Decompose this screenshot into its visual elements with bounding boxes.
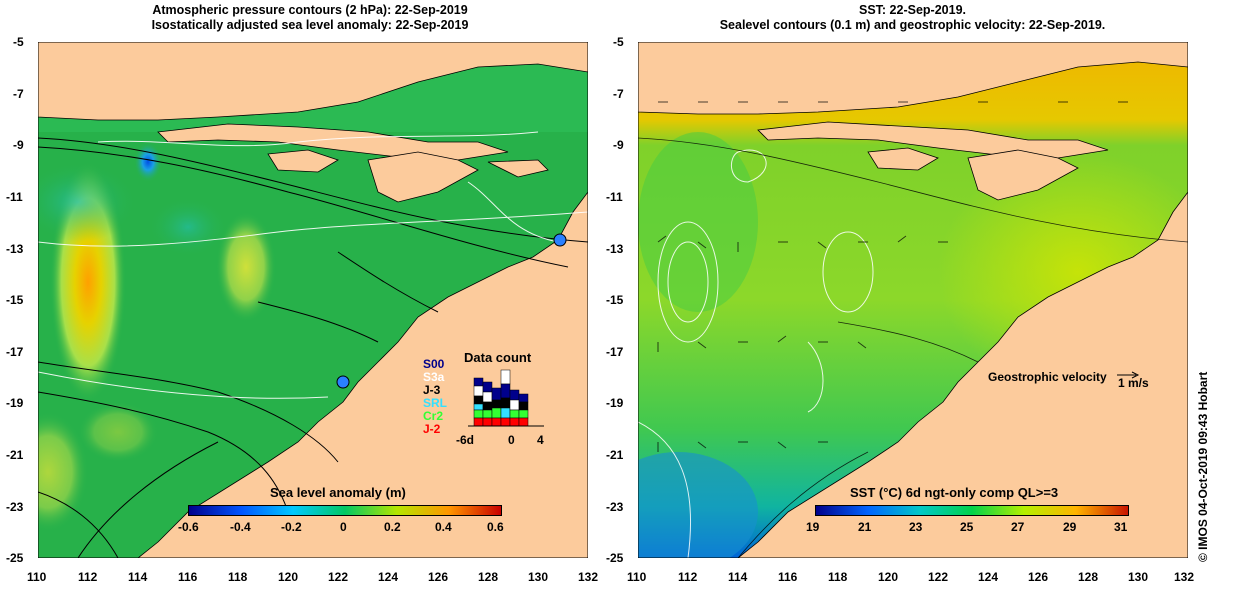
- right-y-tick-5: -13: [606, 242, 624, 256]
- velocity-arrows: [657, 101, 1128, 452]
- right-x-tick-9: 126: [1028, 570, 1049, 584]
- sla-colorbar-title: Sea level anomaly (m): [270, 485, 406, 500]
- data-count-title: Data count: [464, 350, 532, 365]
- pressure-contours: [38, 137, 588, 558]
- right-y-tick-6: -15: [606, 293, 624, 307]
- credit-text: © IMOS 04-Oct-2019 09:43 Hobart: [1196, 371, 1210, 562]
- sst-tick-1: 19: [806, 520, 820, 534]
- right-y-tick-10: -23: [606, 500, 624, 514]
- right-y-tick-3: -9: [613, 138, 624, 152]
- right-x-tick-12: 132: [1174, 570, 1195, 584]
- right-x-tick-1: 110: [627, 570, 647, 584]
- left-y-tick-11: -25: [6, 551, 24, 565]
- left-y-tick-7: -17: [6, 345, 24, 359]
- left-y-tick-6: -15: [6, 293, 24, 307]
- left-panel-title: Atmospheric pressure contours (2 hPa): 2…: [60, 3, 560, 33]
- anomaly-contours: [38, 131, 588, 399]
- left-x-tick-5: 118: [228, 570, 248, 584]
- sst-tick-7: 31: [1114, 520, 1128, 534]
- right-y-tick-9: -21: [606, 448, 624, 462]
- left-y-tick-9: -21: [6, 448, 24, 462]
- sst-tick-3: 23: [909, 520, 923, 534]
- right-title-line1: SST: 22-Sep-2019.: [859, 3, 966, 17]
- data-count-legend-s3a: S3a: [423, 370, 445, 384]
- left-x-tick-9: 126: [428, 570, 449, 584]
- data-count-legend-j3: J-3: [423, 383, 441, 397]
- left-y-tick-8: -19: [6, 396, 24, 410]
- data-count-axis-4: 4: [537, 433, 544, 447]
- sla-tick-2: -0.4: [230, 520, 251, 534]
- data-count-axis-neg6: -6d: [456, 433, 474, 447]
- left-y-tick-5: -13: [6, 242, 24, 256]
- sla-tick-1: -0.6: [178, 520, 199, 534]
- right-x-tick-8: 124: [978, 570, 999, 584]
- sea-level-anomaly-map: [38, 42, 588, 558]
- right-x-tick-3: 114: [728, 570, 748, 584]
- sla-tick-5: 0.2: [384, 520, 401, 534]
- data-count-bars: [473, 369, 529, 427]
- data-count-inset: [468, 369, 544, 427]
- left-x-tick-6: 120: [278, 570, 299, 584]
- left-x-tick-12: 132: [578, 570, 599, 584]
- velocity-scale: 1 m/s: [1118, 376, 1149, 390]
- left-x-tick-8: 124: [378, 570, 399, 584]
- right-x-tick-11: 130: [1128, 570, 1149, 584]
- left-x-tick-7: 122: [328, 570, 349, 584]
- data-count-legend-s00: S00: [423, 357, 445, 371]
- velocity-label: Geostrophic velocity: [988, 370, 1107, 384]
- sst-tick-2: 21: [858, 520, 872, 534]
- velocity-scale-arrow: [1117, 371, 1140, 379]
- left-x-tick-1: 110: [27, 570, 47, 584]
- right-y-tick-8: -19: [606, 396, 624, 410]
- data-count-legend-srl: SRL: [423, 396, 447, 410]
- right-panel-title: SST: 22-Sep-2019. Sealevel contours (0.1…: [640, 3, 1185, 33]
- land-masses: [38, 42, 588, 558]
- right-x-tick-2: 112: [678, 570, 698, 584]
- sst-tick-5: 27: [1011, 520, 1025, 534]
- data-count-axis-0: 0: [508, 433, 515, 447]
- right-y-tick-7: -17: [606, 345, 624, 359]
- left-y-tick-2: -7: [13, 87, 24, 101]
- sla-tick-4: 0: [340, 520, 347, 534]
- right-x-tick-6: 120: [878, 570, 899, 584]
- sla-tick-6: 0.4: [435, 520, 452, 534]
- left-x-tick-2: 112: [78, 570, 98, 584]
- sla-tick-3: -0.2: [281, 520, 302, 534]
- left-y-tick-10: -23: [6, 500, 24, 514]
- sst-colorbar: [815, 505, 1129, 516]
- sst-map: [638, 42, 1188, 558]
- right-y-tick-1: -5: [613, 35, 624, 49]
- right-x-tick-5: 118: [828, 570, 848, 584]
- right-y-tick-2: -7: [613, 87, 624, 101]
- left-x-tick-11: 130: [528, 570, 549, 584]
- right-x-tick-7: 122: [928, 570, 949, 584]
- left-x-tick-3: 114: [128, 570, 148, 584]
- sst-tick-6: 29: [1063, 520, 1077, 534]
- left-y-tick-4: -11: [6, 190, 23, 204]
- right-y-tick-11: -25: [606, 551, 624, 565]
- left-x-tick-4: 116: [178, 570, 198, 584]
- data-count-legend-j2: J-2: [423, 422, 441, 436]
- sla-tick-7: 0.6: [487, 520, 504, 534]
- left-y-tick-1: -5: [13, 35, 24, 49]
- left-title-line1: Atmospheric pressure contours (2 hPa): 2…: [152, 3, 468, 17]
- sealevel-contours: [638, 149, 874, 558]
- left-x-tick-10: 128: [478, 570, 499, 584]
- right-x-tick-4: 116: [778, 570, 798, 584]
- sst-land-masses: [638, 42, 1188, 558]
- left-y-tick-3: -9: [13, 138, 24, 152]
- bathymetry-contours: [638, 137, 1188, 558]
- left-title-line2: Isostatically adjusted sea level anomaly…: [151, 18, 469, 32]
- right-title-line2: Sealevel contours (0.1 m) and geostrophi…: [719, 18, 1106, 32]
- data-count-legend-cr2: Cr2: [423, 409, 444, 423]
- sst-colorbar-title: SST (°C) 6d ngt-only comp QL>=3: [850, 485, 1059, 500]
- sst-tick-4: 25: [960, 520, 974, 534]
- sla-colorbar: [188, 505, 502, 516]
- right-x-tick-10: 128: [1078, 570, 1099, 584]
- right-y-tick-4: -11: [606, 190, 623, 204]
